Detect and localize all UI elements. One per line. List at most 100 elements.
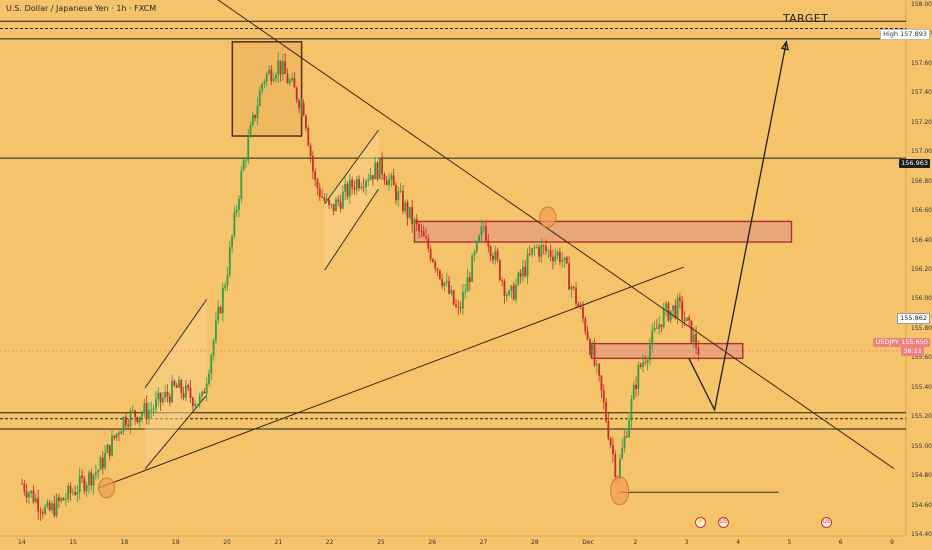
candle-body xyxy=(561,260,564,262)
event-us-flag-icon[interactable]: US xyxy=(718,517,729,528)
candle-body xyxy=(376,162,379,179)
channel-upper-line xyxy=(144,299,208,389)
candle-body xyxy=(586,331,589,340)
candle-body xyxy=(584,318,587,332)
price-tick-label: 156.600 xyxy=(911,207,932,215)
candle-body xyxy=(233,212,236,236)
supply-zone xyxy=(413,220,793,243)
date-tick-label: 28 xyxy=(531,539,539,546)
candle-body xyxy=(55,497,58,516)
candle-body xyxy=(478,235,480,242)
candle-body xyxy=(512,285,515,300)
candle-body xyxy=(385,180,388,186)
candle-body xyxy=(381,157,384,175)
candle-body xyxy=(549,250,552,257)
channel-fill xyxy=(145,299,207,469)
candle-body xyxy=(533,247,536,249)
candle-body xyxy=(531,248,534,255)
candle-body xyxy=(263,81,266,84)
high-price-tag: High 157.893 xyxy=(880,29,930,40)
candle-body xyxy=(60,498,63,502)
candle-body xyxy=(588,339,591,355)
date-tick-label: 6 xyxy=(838,539,843,546)
candle-body xyxy=(494,250,497,261)
candle-body xyxy=(455,304,457,307)
date-tick-label: 4 xyxy=(736,539,741,546)
candle-body xyxy=(298,100,300,109)
price-tick-label: 154.800 xyxy=(911,472,932,480)
price-tick-label: 156.800 xyxy=(911,177,932,185)
candle-body xyxy=(226,275,229,286)
candle-body xyxy=(644,362,647,364)
candle-body xyxy=(558,251,561,262)
candle-body xyxy=(346,183,349,197)
candle-body xyxy=(540,245,543,257)
candle-body xyxy=(314,171,317,180)
candle-body xyxy=(81,475,83,479)
candle-body xyxy=(101,457,104,469)
candle-body xyxy=(371,175,374,180)
candle-body xyxy=(76,492,79,495)
candle-body xyxy=(639,364,642,367)
candle-body xyxy=(572,286,575,288)
projection-path xyxy=(688,41,788,412)
candle-body xyxy=(148,410,150,419)
candle-body xyxy=(124,416,127,425)
candle-body xyxy=(577,303,580,307)
price-tick-label: 155.200 xyxy=(911,413,932,421)
candle-body xyxy=(152,408,155,410)
candle-body xyxy=(374,162,377,180)
candle-body xyxy=(62,498,65,501)
candle-body xyxy=(279,60,282,75)
candle-body xyxy=(41,512,44,514)
candle-body xyxy=(690,320,693,343)
candle-body xyxy=(88,472,90,486)
candle-body xyxy=(602,390,605,403)
candle-body xyxy=(609,438,612,446)
candle-body xyxy=(496,250,499,261)
candle-body xyxy=(48,502,51,511)
candle-body xyxy=(402,190,404,212)
candle-body xyxy=(154,399,157,409)
date-tick-label: 27 xyxy=(479,539,488,546)
event-flash-icon[interactable]: ⚡ xyxy=(695,517,706,528)
candle-body xyxy=(535,246,538,248)
candle-body xyxy=(265,73,268,82)
event-us-flag-icon[interactable]: US xyxy=(821,517,832,528)
candle-body xyxy=(388,179,390,186)
candle-body xyxy=(97,470,100,473)
candle-body xyxy=(508,290,510,296)
candle-body xyxy=(99,457,102,471)
candle-body xyxy=(438,270,441,280)
candle-body xyxy=(362,186,365,188)
candle-body xyxy=(545,246,547,251)
candle-body xyxy=(498,260,501,280)
candle-body xyxy=(235,209,238,213)
candle-body xyxy=(351,179,354,188)
candle-body xyxy=(462,292,464,309)
candle-body xyxy=(34,498,37,503)
candle-body xyxy=(305,115,307,129)
candle-body xyxy=(166,391,169,397)
trendline xyxy=(98,266,684,489)
candle-body xyxy=(108,444,111,456)
candle-body xyxy=(44,506,46,514)
candle-body xyxy=(28,493,30,498)
candle-body xyxy=(37,498,40,512)
candle-body xyxy=(450,290,453,294)
candle-body xyxy=(505,295,508,296)
candle-body xyxy=(365,180,367,188)
candle-body xyxy=(554,255,557,262)
candle-body xyxy=(311,155,314,172)
candle-body xyxy=(528,253,531,255)
candle-body xyxy=(136,417,139,423)
candle-body xyxy=(316,179,319,189)
candle-body xyxy=(632,384,635,400)
candle-body xyxy=(231,235,233,247)
candle-body xyxy=(552,256,554,262)
candle-body xyxy=(649,345,651,361)
candle-body xyxy=(196,403,199,405)
candle-body xyxy=(489,246,492,256)
